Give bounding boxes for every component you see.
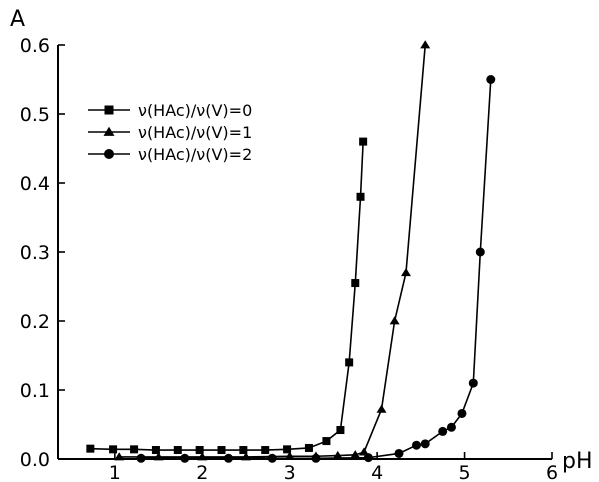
data-point-square — [322, 437, 331, 446]
x-tick-label: 3 — [284, 462, 296, 482]
x-tick-label: 2 — [196, 462, 208, 482]
legend-marker-square — [104, 105, 114, 115]
data-point-square — [359, 137, 368, 146]
data-point-circle — [486, 75, 496, 84]
data-point-square — [130, 445, 139, 454]
data-point-square — [336, 426, 345, 435]
x-axis-title: pH — [562, 449, 593, 474]
data-point-triangle — [114, 452, 125, 461]
legend-item: ν(HAc)/ν(V)=2 — [88, 145, 252, 164]
data-point-square — [173, 446, 182, 455]
data-point-square — [304, 443, 313, 452]
series-line-square — [90, 141, 364, 451]
y-tick-label: 0.0 — [20, 449, 50, 471]
data-point-square — [283, 445, 292, 454]
data-point-triangle — [332, 450, 343, 459]
data-point-square — [86, 444, 95, 453]
x-tick-label: 6 — [546, 462, 558, 482]
data-point-circle — [468, 378, 478, 388]
y-tick-label: 0.6 — [20, 35, 50, 57]
data-point-triangle — [389, 316, 400, 325]
y-tick-label: 0.1 — [20, 380, 50, 402]
data-point-circle — [446, 422, 456, 432]
data-point-square — [261, 446, 270, 455]
series-square — [86, 137, 368, 455]
data-point-circle — [420, 439, 430, 449]
x-tick-label: 1 — [109, 462, 121, 482]
data-point-circle — [223, 453, 233, 463]
data-point-triangle — [359, 447, 370, 456]
legend-label: ν(HAc)/ν(V)=2 — [138, 145, 252, 164]
legend: ν(HAc)/ν(V)=0 ν(HAc)/ν(V)=1 ν(HAc)/ν(V)=2 — [88, 101, 252, 164]
data-point-square — [151, 446, 160, 455]
series-layer — [86, 40, 496, 463]
ticks: 1 2 3 4 5 6 0.0 0.1 0.2 0.3 0.4 0.5 0.6 — [20, 35, 558, 482]
legend-label: ν(HAc)/ν(V)=0 — [138, 101, 252, 120]
y-tick-label: 0.2 — [20, 311, 50, 333]
legend-item: ν(HAc)/ν(V)=1 — [88, 123, 252, 142]
data-point-triangle — [376, 404, 387, 413]
data-point-square — [351, 279, 360, 288]
data-point-triangle — [350, 450, 361, 459]
legend-marker-triangle — [103, 126, 115, 136]
data-point-circle — [411, 440, 421, 450]
data-point-square — [217, 446, 226, 455]
data-point-circle — [311, 453, 321, 463]
data-point-circle — [475, 247, 485, 257]
data-point-triangle — [400, 267, 411, 277]
data-point-circle — [363, 453, 373, 463]
series-circle — [136, 75, 496, 463]
x-tick-label: 4 — [371, 462, 383, 482]
data-point-square — [109, 445, 118, 454]
y-axis-title: A — [10, 7, 25, 32]
data-point-circle — [394, 448, 404, 458]
y-tick-label: 0.4 — [20, 173, 50, 195]
data-point-square — [345, 358, 354, 367]
y-tick-label: 0.5 — [20, 104, 50, 126]
data-point-circle — [457, 408, 467, 418]
data-point-square — [239, 446, 248, 455]
data-point-square — [195, 446, 204, 455]
y-tick-label: 0.3 — [20, 242, 50, 264]
data-point-square — [356, 192, 365, 201]
legend-label: ν(HAc)/ν(V)=1 — [138, 123, 252, 142]
data-point-circle — [267, 453, 277, 463]
legend-marker-circle — [104, 149, 114, 159]
x-tick-label: 5 — [459, 462, 471, 482]
data-point-circle — [438, 426, 448, 436]
data-point-triangle — [420, 40, 431, 49]
data-point-circle — [180, 453, 190, 463]
data-point-circle — [136, 453, 146, 463]
legend-item: ν(HAc)/ν(V)=0 — [88, 101, 252, 120]
